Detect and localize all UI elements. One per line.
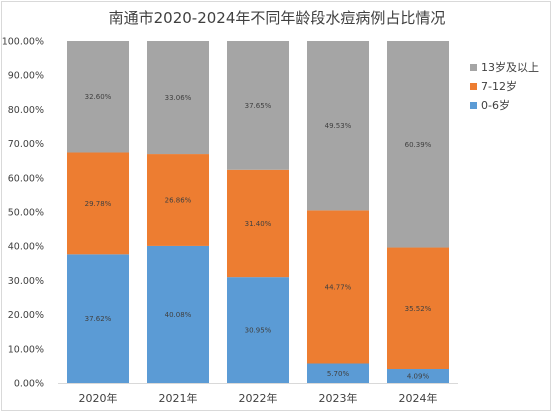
x-tick-label: 2021年 [159, 391, 198, 405]
chart-title: 南通市2020-2024年不同年龄段水痘病例占比情况 [109, 9, 446, 27]
legend-swatch [470, 64, 477, 71]
bar-segment-2 [147, 154, 209, 246]
legend-label: 0-6岁 [481, 98, 510, 112]
data-label: 40.08% [165, 311, 192, 319]
y-tick-label: 20.00% [8, 310, 44, 321]
bar-segment-3 [67, 41, 129, 153]
bar-segment-3 [227, 41, 289, 170]
data-label: 60.39% [405, 141, 432, 149]
data-label: 37.65% [245, 102, 272, 110]
y-tick-label: 10.00% [8, 344, 44, 355]
bar-segment-3 [307, 41, 369, 211]
y-tick-label: 100.00% [2, 37, 44, 48]
data-label: 30.95% [245, 327, 272, 335]
y-tick-label: 80.00% [8, 105, 44, 116]
bar-segment-1 [307, 363, 369, 383]
bar-segment-2 [227, 169, 289, 278]
y-tick-label: 70.00% [8, 139, 44, 150]
data-label: 35.52% [405, 305, 432, 313]
bar-segment-1 [387, 369, 449, 383]
legend: 13岁及以上 7-12岁 0-6岁 [470, 60, 539, 112]
legend-label: 13岁及以上 [481, 60, 539, 74]
y-tick-label: 60.00% [8, 173, 44, 184]
x-tick-label: 2020年 [79, 391, 118, 405]
y-tick-label: 50.00% [8, 208, 44, 219]
bar-segment-1 [147, 245, 209, 383]
legend-label: 7-12岁 [481, 79, 517, 93]
data-label: 31.40% [245, 220, 272, 228]
y-tick-label: 30.00% [8, 276, 44, 287]
x-tick-label: 2023年 [319, 391, 358, 405]
data-label: 33.06% [165, 94, 192, 102]
data-label: 32.60% [85, 93, 112, 101]
plot-area: 0.00% 10.00% 20.00% 30.00% 40.00% 50.00% 60.00… [2, 37, 458, 405]
legend-swatch [470, 83, 477, 90]
bar-segment-1 [67, 254, 129, 383]
data-label: 49.53% [325, 122, 352, 130]
bar-segment-2 [387, 247, 449, 370]
y-tick-label: 40.00% [8, 242, 44, 253]
bar-segment-3 [387, 41, 449, 248]
bar-segment-1 [227, 277, 289, 383]
y-tick-label: 90.00% [8, 71, 44, 82]
y-tick-label: 0.00% [14, 379, 44, 390]
bar-segment-2 [67, 152, 129, 255]
legend-swatch [470, 102, 477, 109]
x-tick-label: 2024年 [399, 391, 438, 405]
data-label: 44.77% [325, 283, 352, 291]
data-label: 5.70% [327, 370, 350, 378]
data-label: 29.78% [85, 200, 112, 208]
bar-segment-3 [147, 41, 209, 155]
bar-segment-2 [307, 210, 369, 364]
data-label: 37.62% [85, 315, 112, 323]
x-tick-label: 2022年 [239, 391, 278, 405]
data-label: 26.86% [165, 196, 192, 204]
data-label: 4.09% [407, 373, 430, 381]
